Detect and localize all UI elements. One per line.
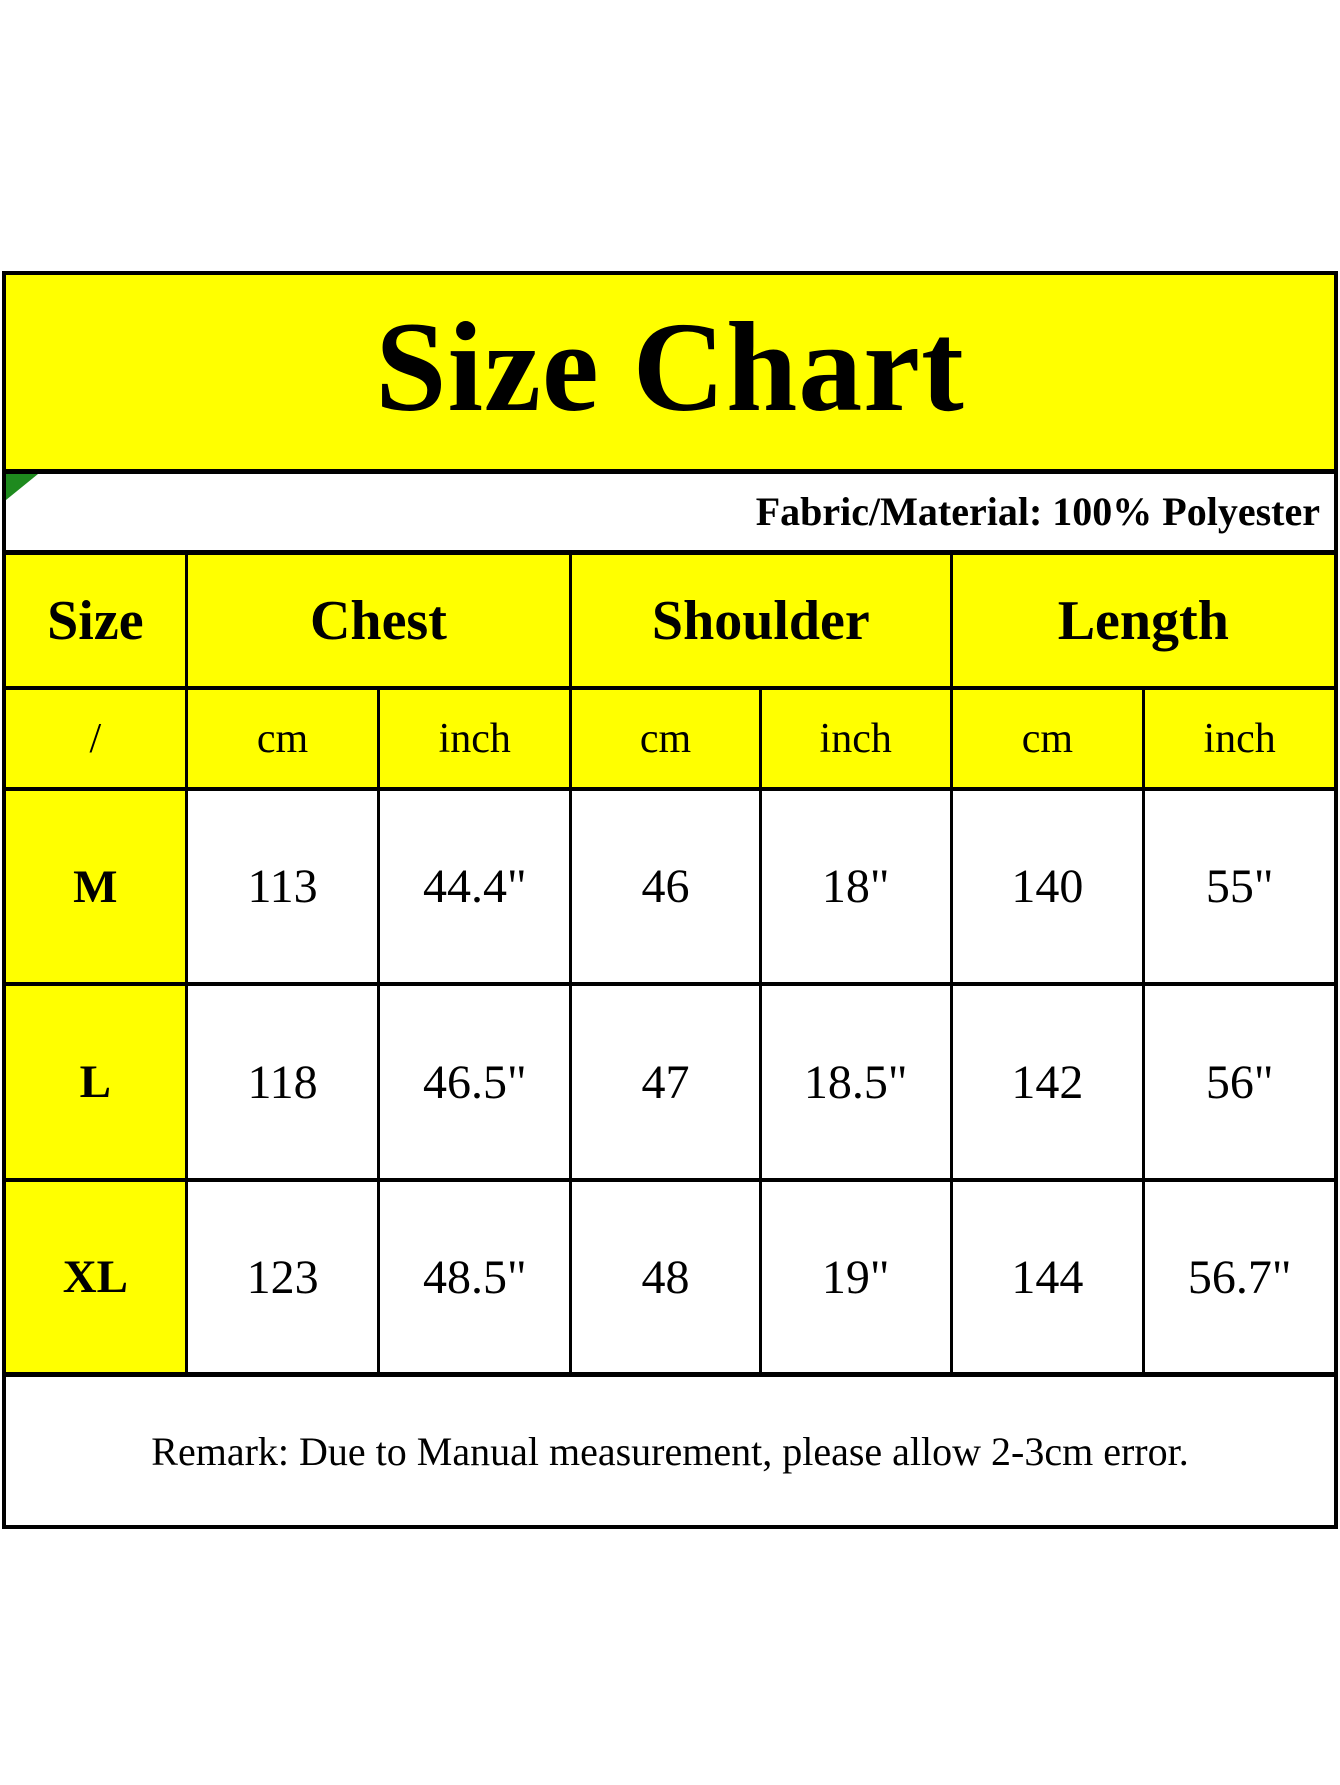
fabric-note: Fabric/Material: 100% Polyester — [755, 489, 1320, 534]
page-title: Size Chart — [375, 296, 965, 438]
fabric-note-row: Fabric/Material: 100% Polyester — [6, 474, 1334, 555]
subheader-length-inch: inch — [1145, 690, 1334, 787]
column-header-length: Length — [952, 555, 1334, 686]
size-label: M — [6, 791, 188, 982]
remark-text: Remark: Due to Manual measurement, pleas… — [151, 1428, 1189, 1474]
size-label: XL — [6, 1182, 188, 1372]
subheader-slash: / — [6, 690, 188, 787]
chest-cm-value: 118 — [187, 986, 381, 1178]
length-cm-value: 144 — [952, 1182, 1146, 1372]
shoulder-cm-value: 46 — [572, 791, 762, 982]
column-header-size: Size — [6, 555, 188, 686]
size-chart-panel: Size Chart Fabric/Material: 100% Polyest… — [2, 271, 1338, 1529]
subheader-shoulder-inch: inch — [761, 690, 953, 787]
shoulder-cm-value: 47 — [572, 986, 762, 1178]
length-inch-value: 56.7" — [1145, 1182, 1334, 1372]
subheader-shoulder-cm: cm — [572, 690, 762, 787]
chest-inch-value: 44.4" — [380, 791, 573, 982]
length-inch-value: 56" — [1145, 986, 1334, 1178]
shoulder-cm-value: 48 — [572, 1182, 762, 1372]
table-subheader-row: / cm inch cm inch cm inch — [6, 690, 1334, 791]
chest-inch-value: 48.5" — [380, 1182, 573, 1372]
table-row-m: M 113 44.4" 46 18" 140 55" — [6, 791, 1334, 986]
chest-inch-value: 46.5" — [380, 986, 573, 1178]
length-cm-value: 142 — [952, 986, 1146, 1178]
shoulder-inch-value: 18.5" — [761, 986, 953, 1178]
title-banner: Size Chart — [6, 275, 1334, 474]
shoulder-inch-value: 19" — [761, 1182, 953, 1372]
size-label: L — [6, 986, 188, 1178]
subheader-chest-cm: cm — [187, 690, 381, 787]
corner-marker-icon — [6, 474, 38, 500]
table-row-l: L 118 46.5" 47 18.5" 142 56" — [6, 986, 1334, 1182]
subheader-length-cm: cm — [952, 690, 1146, 787]
chest-cm-value: 113 — [187, 791, 381, 982]
column-header-chest: Chest — [187, 555, 573, 686]
chest-cm-value: 123 — [187, 1182, 381, 1372]
table-row-xl: XL 123 48.5" 48 19" 144 56.7" — [6, 1182, 1334, 1377]
length-cm-value: 140 — [952, 791, 1146, 982]
table-header-row: Size Chest Shoulder Length — [6, 555, 1334, 690]
subheader-chest-inch: inch — [380, 690, 573, 787]
length-inch-value: 55" — [1145, 791, 1334, 982]
column-header-shoulder: Shoulder — [572, 555, 953, 686]
shoulder-inch-value: 18" — [761, 791, 953, 982]
remark-row: Remark: Due to Manual measurement, pleas… — [6, 1377, 1334, 1525]
